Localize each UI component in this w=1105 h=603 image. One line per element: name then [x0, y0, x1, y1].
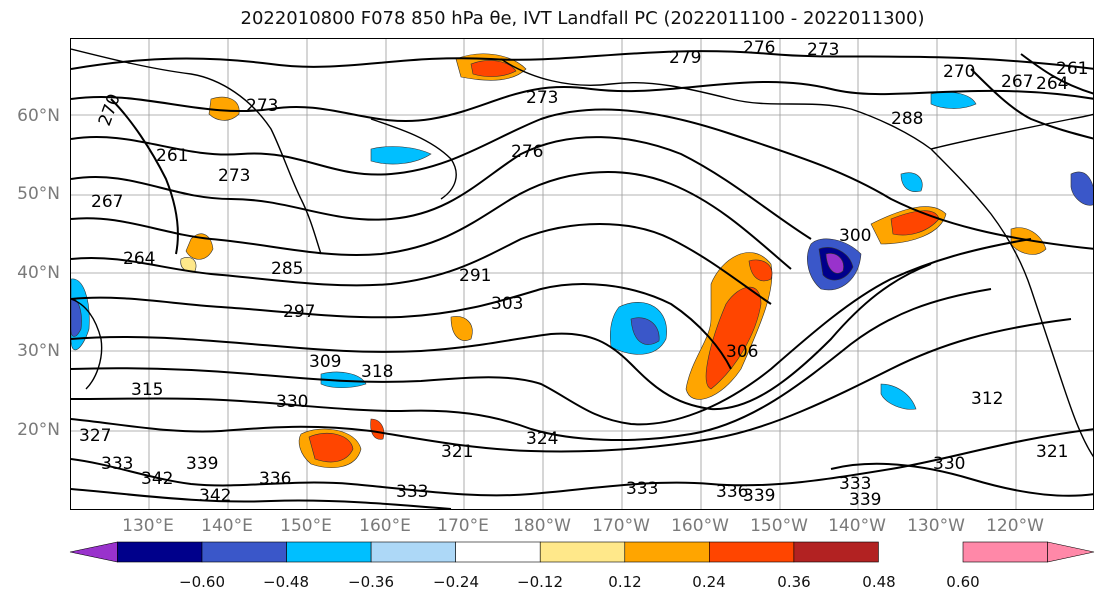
- colorbar-cell: [370, 541, 456, 563]
- colorbar-tick-label: 0.12: [608, 573, 642, 591]
- contour-label: 333: [101, 454, 133, 474]
- contour-label: 264: [123, 249, 155, 269]
- coastlines: [71, 48, 1093, 458]
- lon-label-120w: 120°W: [986, 516, 1044, 536]
- colorbar-tick-label: −0.48: [263, 573, 309, 591]
- lon-label-150w: 150°W: [750, 516, 808, 536]
- contour-label: 327: [79, 426, 111, 446]
- contour-label: 336: [716, 482, 748, 502]
- map-canvas: 270 261 273 273 279 276 273 273 270 267 …: [71, 39, 1093, 510]
- contour-label: 330: [276, 392, 308, 412]
- contour-label: 270: [943, 62, 975, 82]
- colorbar-tick-label: 0.36: [777, 573, 811, 591]
- map-title: 2022010800 F078 850 hPa θe, IVT Landfall…: [240, 8, 925, 29]
- colorbar-cell: [539, 541, 626, 563]
- colorbar-tick-label: −0.24: [433, 573, 479, 591]
- contour-label: 342: [141, 469, 173, 489]
- contour-label: 321: [1036, 442, 1068, 462]
- lon-label-160w: 160°W: [671, 516, 729, 536]
- colorbar-cell: [709, 541, 795, 563]
- contour-label: 276: [743, 39, 775, 58]
- contour-label: 303: [491, 294, 523, 314]
- lon-label-170e: 170°E: [437, 516, 489, 536]
- contour-label: 312: [971, 389, 1003, 409]
- theta-e-contours: [71, 50, 1093, 509]
- contour-label: 321: [441, 442, 473, 462]
- colorbar: [69, 541, 1095, 563]
- contour-label: 279: [669, 48, 701, 68]
- lat-label-30n: 30°N: [17, 341, 60, 361]
- contour-label: 339: [743, 486, 775, 506]
- contour-label: 333: [839, 474, 871, 494]
- colorbar-cell: [201, 541, 287, 563]
- colorbar-extend-min: [69, 541, 118, 563]
- contour-label: 309: [309, 352, 341, 372]
- lat-label-40n: 40°N: [17, 263, 60, 283]
- colorbar-cell: [455, 541, 541, 563]
- contour-label: 333: [396, 482, 428, 502]
- colorbar-tick-label: 0.60: [946, 573, 980, 591]
- colorbar-cell: [962, 541, 1048, 563]
- contour-label: 291: [459, 266, 491, 286]
- contour-label: 333: [626, 479, 658, 499]
- contour-label: 267: [1001, 72, 1033, 92]
- contour-label: 273: [218, 166, 250, 186]
- colorbar-tick-label: −0.60: [179, 573, 225, 591]
- colorbar-cell: [286, 541, 372, 563]
- contour-label: 273: [807, 40, 839, 60]
- lon-label-160e: 160°E: [359, 516, 411, 536]
- contour-label: 306: [726, 342, 758, 362]
- contour-label: 273: [246, 96, 278, 116]
- contour-label: 273: [526, 88, 558, 108]
- lon-label-180w: 180°W: [513, 516, 571, 536]
- contour-label: 288: [891, 109, 923, 129]
- colorbar-cell: [117, 541, 203, 563]
- colorbar-tick-label: 0.24: [692, 573, 726, 591]
- lon-label-140w: 140°W: [828, 516, 886, 536]
- lat-label-60n: 60°N: [17, 106, 60, 126]
- lon-label-150e: 150°E: [280, 516, 332, 536]
- contour-labels: 270 261 273 273 279 276 273 273 270 267 …: [79, 39, 1088, 510]
- contour-label: 297: [283, 302, 315, 322]
- lon-label-130w: 130°W: [907, 516, 965, 536]
- contour-label: 300: [839, 226, 871, 246]
- contour-label: 285: [271, 259, 303, 279]
- lon-label-140e: 140°E: [201, 516, 253, 536]
- contour-label: 318: [361, 362, 393, 382]
- contour-label: 276: [511, 142, 543, 162]
- contour-label: 315: [131, 380, 163, 400]
- colorbar-tick-label: 0.48: [862, 573, 896, 591]
- contour-label: 336: [259, 469, 291, 489]
- contour-label: 324: [526, 429, 558, 449]
- contour-label: 264: [1036, 74, 1068, 94]
- map-panel: 270 261 273 273 279 276 273 273 270 267 …: [70, 38, 1094, 510]
- lat-label-20n: 20°N: [17, 420, 60, 440]
- contour-label: 261: [156, 146, 188, 166]
- colorbar-tick-label: −0.12: [517, 573, 563, 591]
- colorbar-extend-max: [1047, 541, 1095, 563]
- contour-label: 261: [1056, 59, 1088, 79]
- contour-label: 339: [186, 454, 218, 474]
- colorbar-cell: [793, 541, 879, 563]
- colorbar-cell: [624, 541, 710, 563]
- colorbar-tick-label: −0.36: [348, 573, 394, 591]
- lon-label-170w: 170°W: [592, 516, 650, 536]
- lon-label-130e: 130°E: [122, 516, 174, 536]
- contour-label: 267: [91, 192, 123, 212]
- contour-label: 339: [849, 490, 881, 510]
- contour-label: 330: [933, 454, 965, 474]
- contour-label: 342: [199, 486, 231, 506]
- lat-label-50n: 50°N: [17, 184, 60, 204]
